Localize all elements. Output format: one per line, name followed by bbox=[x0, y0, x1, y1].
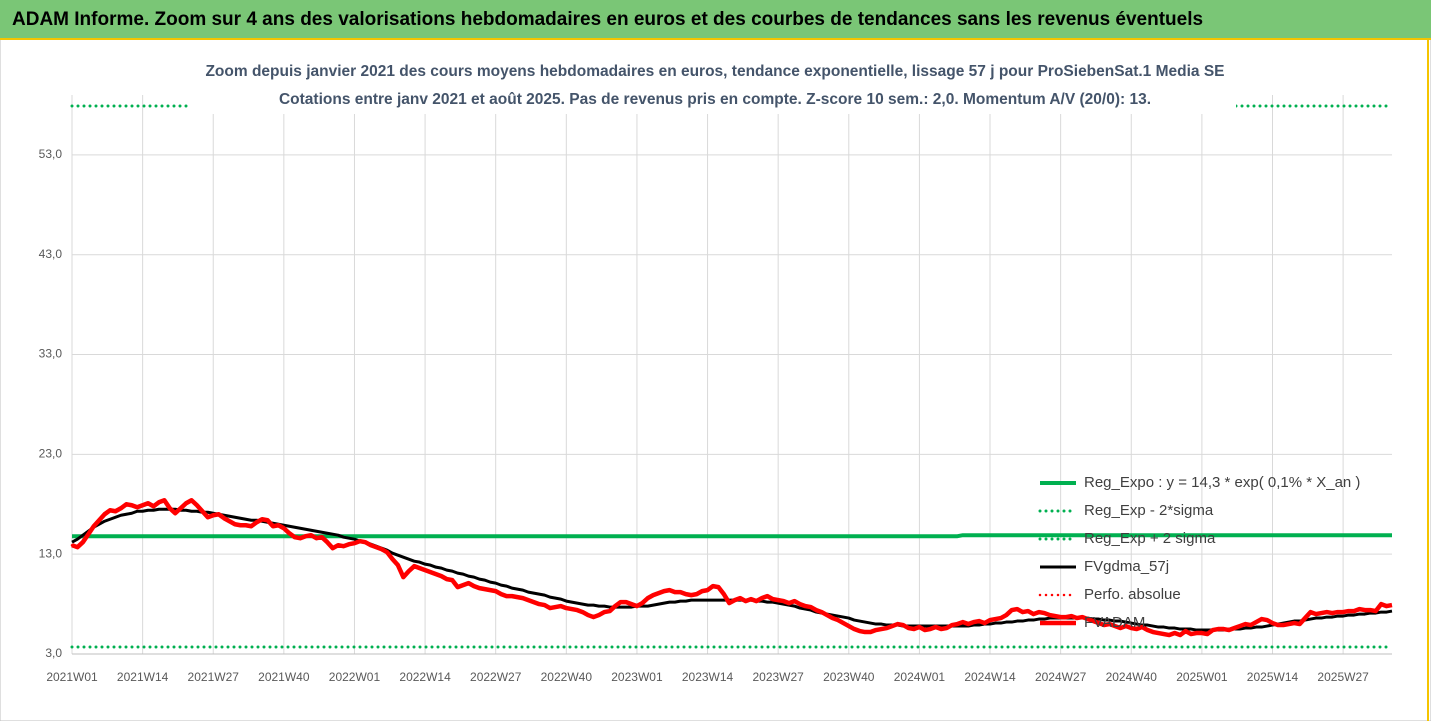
legend-label: Reg_Exp + 2 sigma bbox=[1084, 530, 1216, 547]
legend-label: Perfo. absolue bbox=[1084, 586, 1181, 603]
legend-label: Reg_Expo : y = 14,3 * exp( 0,1% * X_an ) bbox=[1084, 474, 1360, 491]
x-tick-label: 2023W01 bbox=[611, 670, 663, 684]
y-tick-label: 13,0 bbox=[39, 546, 63, 560]
x-tick-label: 2022W14 bbox=[399, 670, 451, 684]
x-tick-label: 2022W27 bbox=[470, 670, 522, 684]
x-tick-label: 2025W01 bbox=[1176, 670, 1228, 684]
header-bar bbox=[0, 0, 1431, 38]
legend: Reg_Expo : y = 14,3 * exp( 0,1% * X_an )… bbox=[1038, 474, 1360, 631]
x-tick-label: 2024W01 bbox=[894, 670, 946, 684]
chart-subtitle: Cotations entre janv 2021 et août 2025. … bbox=[279, 91, 1151, 108]
x-tick-label: 2021W40 bbox=[258, 670, 310, 684]
chart-title: ADAM Informe. Zoom sur 4 ans des valoris… bbox=[12, 9, 1203, 30]
x-tick-label: 2023W14 bbox=[682, 670, 734, 684]
x-tick-label: 2021W01 bbox=[46, 670, 98, 684]
x-tick-label: 2025W27 bbox=[1317, 670, 1369, 684]
y-tick-label: 33,0 bbox=[39, 347, 63, 361]
x-tick-label: 2024W14 bbox=[964, 670, 1016, 684]
x-tick-label: 2024W40 bbox=[1106, 670, 1158, 684]
y-tick-label: 53,0 bbox=[39, 147, 63, 161]
x-tick-label: 2024W27 bbox=[1035, 670, 1087, 684]
y-tick-label: 43,0 bbox=[39, 247, 63, 261]
y-tick-label: 3,0 bbox=[45, 646, 62, 660]
legend-label: FVADAM bbox=[1084, 614, 1145, 631]
x-tick-label: 2021W27 bbox=[188, 670, 240, 684]
x-tick-label: 2021W14 bbox=[117, 670, 169, 684]
x-tick-label: 2023W40 bbox=[823, 670, 875, 684]
x-tick-label: 2025W14 bbox=[1247, 670, 1299, 684]
subtitle-backdrop bbox=[190, 56, 1236, 114]
x-tick-label: 2022W01 bbox=[329, 670, 381, 684]
y-tick-label: 23,0 bbox=[39, 447, 63, 461]
legend-label: FVgdma_57j bbox=[1084, 558, 1169, 575]
x-tick-label: 2022W40 bbox=[541, 670, 593, 684]
x-tick-label: 2023W27 bbox=[752, 670, 804, 684]
series-line bbox=[71, 498, 1393, 638]
chart-subtitle: Zoom depuis janvier 2021 des cours moyen… bbox=[205, 63, 1224, 80]
legend-label: Reg_Exp - 2*sigma bbox=[1084, 502, 1214, 519]
